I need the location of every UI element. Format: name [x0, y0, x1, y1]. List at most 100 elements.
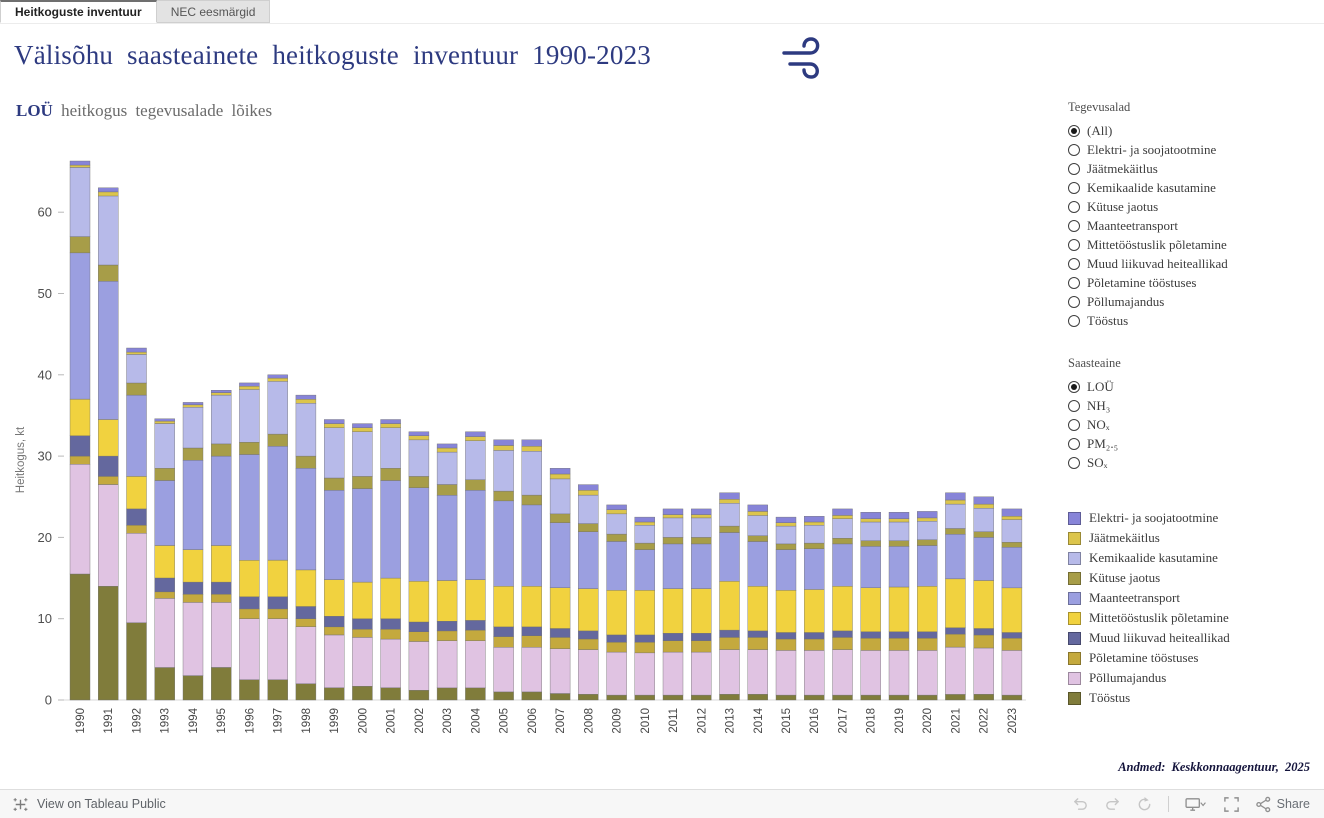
undo-icon[interactable]: [1072, 796, 1089, 813]
tegevusalad-option[interactable]: (All): [1068, 121, 1318, 140]
chart-canvas[interactable]: 0 10 20 30 40 50 60 1990 1991 1992 1993 1994 1995 199…: [0, 130, 1060, 755]
legend-item[interactable]: Muud liikuvad heiteallikad: [1068, 628, 1318, 648]
radio-icon[interactable]: [1068, 314, 1080, 327]
legend-label: Maanteetransport: [1089, 590, 1180, 605]
tegevusalad-option[interactable]: Jäätmekäitlus: [1068, 159, 1318, 178]
filter-panel: Tegevusalad (All) Elektri- ja soojatootmi…: [1068, 100, 1318, 708]
view-on-tableau-label[interactable]: View on Tableau Public: [37, 797, 166, 811]
footer-left[interactable]: View on Tableau Public: [0, 796, 166, 813]
svg-text:1998: 1998: [301, 708, 313, 734]
tegevusalad-option[interactable]: Tööstus: [1068, 311, 1318, 330]
display-icon[interactable]: [1184, 796, 1208, 813]
tab-nec-eesmargid[interactable]: NEC eesmärgid: [156, 0, 271, 23]
saasteaine-option[interactable]: NOₓ: [1068, 415, 1318, 434]
legend-item[interactable]: Kemikaalide kasutamine: [1068, 548, 1318, 568]
tegevusalad-option[interactable]: Mittetööstuslik põletamine: [1068, 235, 1318, 254]
tegevusalad-option[interactable]: Elektri- ja soojatootmine: [1068, 140, 1318, 159]
radio-icon[interactable]: [1068, 200, 1080, 213]
radio-icon[interactable]: [1068, 418, 1080, 431]
tegevusalad-option[interactable]: Kemikaalide kasutamine: [1068, 178, 1318, 197]
radio-icon[interactable]: [1068, 380, 1080, 393]
svg-text:2012: 2012: [696, 708, 708, 734]
svg-text:2007: 2007: [555, 708, 567, 734]
svg-text:2003: 2003: [442, 708, 454, 734]
svg-text:1994: 1994: [188, 707, 200, 733]
saasteaine-option[interactable]: SOₓ: [1068, 453, 1318, 472]
svg-text:2023: 2023: [1007, 708, 1019, 734]
svg-text:2017: 2017: [838, 708, 850, 734]
radio-icon[interactable]: [1068, 257, 1080, 270]
svg-text:1993: 1993: [160, 708, 172, 734]
tegevusalad-radio-list: (All) Elektri- ja soojatootmine Jäätmekäit…: [1068, 121, 1318, 330]
legend-item[interactable]: Põletamine tööstuses: [1068, 648, 1318, 668]
footer-right: Share: [1072, 796, 1324, 813]
svg-text:20: 20: [38, 530, 52, 545]
svg-text:Heitkogus, kt: Heitkogus, kt: [15, 426, 27, 493]
saasteaine-option[interactable]: LOÜ: [1068, 377, 1318, 396]
svg-text:1997: 1997: [273, 708, 285, 734]
radio-icon[interactable]: [1068, 124, 1080, 137]
svg-text:2009: 2009: [612, 708, 624, 734]
tegevusalad-option[interactable]: Kütuse jaotus: [1068, 197, 1318, 216]
radio-icon[interactable]: [1068, 456, 1080, 469]
pollutant-name: LOÜ: [16, 101, 53, 120]
tegevusalad-option[interactable]: Põllumajandus: [1068, 292, 1318, 311]
tegevusalad-option-label: Põllumajandus: [1087, 293, 1165, 309]
svg-text:30: 30: [38, 449, 52, 464]
redo-icon[interactable]: [1104, 796, 1121, 813]
svg-text:2020: 2020: [922, 708, 934, 734]
legend-label: Muud liikuvad heiteallikad: [1089, 630, 1230, 645]
legend-label: Jäätmekäitlus: [1089, 530, 1160, 545]
footer-divider: [1167, 796, 1169, 812]
radio-icon[interactable]: [1068, 219, 1080, 232]
saasteaine-option[interactable]: PM₂.₅: [1068, 434, 1318, 453]
legend-item[interactable]: Põllumajandus: [1068, 668, 1318, 688]
saasteaine-option-label: LOÜ: [1087, 378, 1114, 394]
svg-text:1999: 1999: [329, 708, 341, 734]
legend-item[interactable]: Elektri- ja soojatootmine: [1068, 508, 1318, 528]
saasteaine-option[interactable]: NH₃: [1068, 396, 1318, 415]
tab-heitkoguste-inventuur[interactable]: Heitkoguste inventuur: [0, 0, 157, 23]
saasteaine-option-label: NOₓ: [1087, 416, 1110, 432]
radio-icon[interactable]: [1068, 399, 1080, 412]
data-source-credit: Andmed: Keskkonnaagentuur, 2025: [1118, 760, 1310, 774]
radio-icon[interactable]: [1068, 238, 1080, 251]
radio-icon[interactable]: [1068, 143, 1080, 156]
legend-swatch: [1068, 531, 1081, 545]
svg-text:2016: 2016: [809, 708, 821, 734]
radio-icon[interactable]: [1068, 295, 1080, 308]
tegevusalad-option[interactable]: Põletamine tööstuses: [1068, 273, 1318, 292]
legend-label: Põllumajandus: [1089, 670, 1167, 685]
svg-text:2011: 2011: [668, 708, 680, 733]
legend-item[interactable]: Tööstus: [1068, 688, 1318, 708]
legend-item[interactable]: Maanteetransport: [1068, 588, 1318, 608]
svg-text:2014: 2014: [753, 707, 765, 733]
legend-item[interactable]: Mittetööstuslik põletamine: [1068, 608, 1318, 628]
share-button[interactable]: Share: [1255, 796, 1310, 813]
svg-text:1990: 1990: [75, 708, 87, 734]
legend-swatch: [1068, 691, 1081, 705]
legend-swatch: [1068, 551, 1081, 565]
svg-text:10: 10: [38, 611, 52, 626]
chart-subtitle-rest: heitkogus tegevusalade lõikes: [61, 101, 273, 120]
svg-text:2006: 2006: [527, 708, 539, 734]
legend-item[interactable]: Kütuse jaotus: [1068, 568, 1318, 588]
tegevusalad-option-label: Põletamine tööstuses: [1087, 274, 1197, 290]
radio-icon[interactable]: [1068, 276, 1080, 289]
tegevusalad-option[interactable]: Muud liikuvad heiteallikad: [1068, 254, 1318, 273]
radio-icon[interactable]: [1068, 181, 1080, 194]
svg-text:1995: 1995: [216, 708, 228, 734]
radio-icon[interactable]: [1068, 437, 1080, 450]
tegevusalad-option[interactable]: Maanteetransport: [1068, 216, 1318, 235]
svg-text:2008: 2008: [583, 708, 595, 734]
wind-icon: [782, 37, 820, 79]
stacked-bar-chart[interactable]: 0 10 20 30 40 50 60 1990 1991 1992 1993 1994 1995 199…: [0, 130, 1060, 755]
tegevusalad-option-label: Kütuse jaotus: [1087, 198, 1159, 214]
svg-text:1992: 1992: [132, 708, 144, 734]
legend-item[interactable]: Jäätmekäitlus: [1068, 528, 1318, 548]
radio-icon[interactable]: [1068, 162, 1080, 175]
legend-swatch: [1068, 651, 1081, 665]
reset-icon[interactable]: [1136, 796, 1153, 813]
fullscreen-icon[interactable]: [1223, 796, 1240, 813]
